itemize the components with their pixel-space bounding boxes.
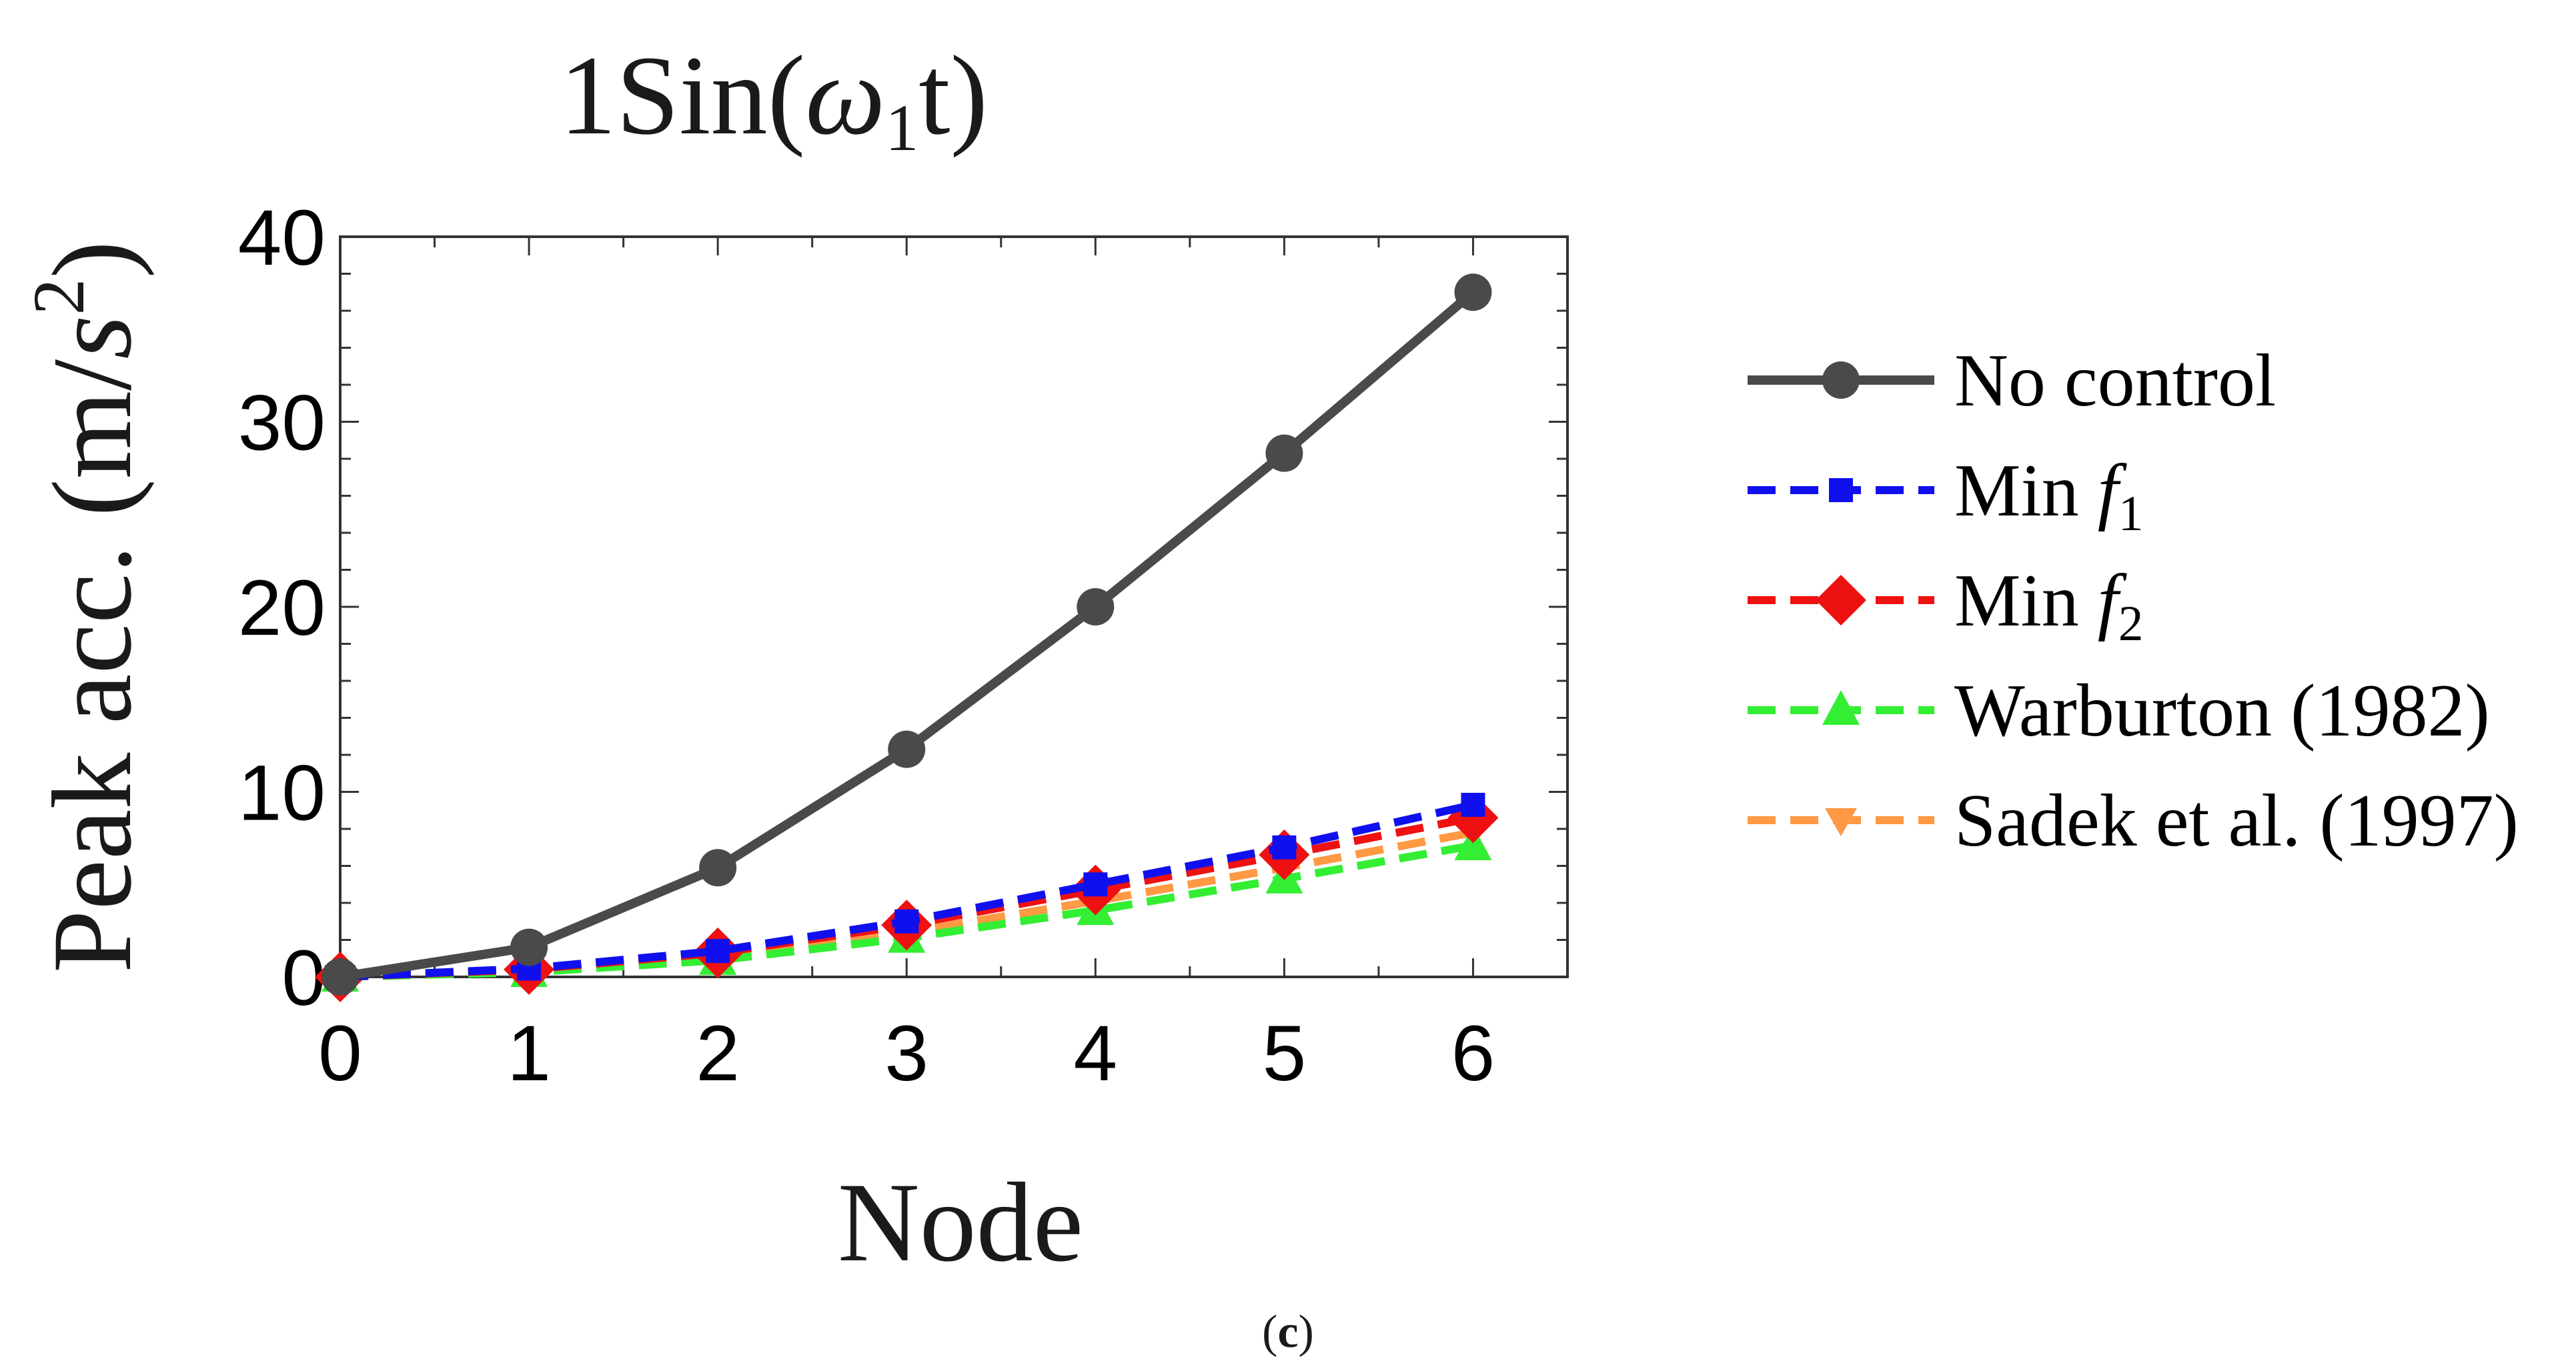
data-point bbox=[1272, 835, 1297, 860]
y-tick-label: 20 bbox=[238, 564, 326, 652]
y-tick-label: 30 bbox=[238, 379, 326, 467]
axis-ticks bbox=[339, 235, 1569, 978]
x-tick-label: 3 bbox=[884, 1010, 928, 1098]
x-tick-label: 4 bbox=[1073, 1010, 1117, 1098]
x-tick-label: 1 bbox=[507, 1010, 551, 1098]
legend-item: No control bbox=[1748, 339, 2276, 422]
legend-label: Warburton (1982) bbox=[1954, 669, 2490, 752]
x-tick-label: 6 bbox=[1451, 1010, 1495, 1098]
data-point bbox=[1454, 273, 1492, 311]
legend-item: Min f2 bbox=[1748, 559, 2143, 651]
legend-label: Min f1 bbox=[1954, 449, 2143, 541]
series-no-control bbox=[321, 273, 1492, 996]
legend-label: No control bbox=[1954, 339, 2276, 422]
legend-swatch-marker bbox=[1829, 478, 1853, 502]
data-point bbox=[1461, 792, 1485, 817]
x-tick-label: 2 bbox=[696, 1010, 740, 1098]
y-tick-label: 40 bbox=[238, 194, 326, 282]
legend-item: Min f1 bbox=[1748, 449, 2143, 541]
legend-item: Warburton (1982) bbox=[1748, 669, 2490, 752]
data-point bbox=[706, 939, 730, 964]
legend: No control Min f1 Min f2 Warburton (1982) Sa… bbox=[1748, 339, 2519, 862]
data-point bbox=[699, 849, 737, 887]
data-point bbox=[1083, 872, 1108, 897]
legend-swatch-marker bbox=[1825, 808, 1857, 836]
legend-swatch-marker bbox=[1816, 575, 1866, 625]
x-tick-label: 5 bbox=[1263, 1010, 1307, 1098]
legend-item: Sadek et al. (1997) bbox=[1748, 780, 2519, 862]
x-axis-label: Node bbox=[838, 1160, 1083, 1285]
data-point bbox=[888, 730, 926, 768]
legend-label: Min f2 bbox=[1954, 559, 2143, 651]
y-tick-label: 10 bbox=[238, 750, 326, 838]
legend-swatch-marker bbox=[1822, 361, 1860, 399]
data-point bbox=[1265, 434, 1303, 472]
series-layer bbox=[315, 273, 1499, 1002]
data-point bbox=[321, 958, 359, 996]
data-point bbox=[510, 928, 548, 966]
data-point bbox=[894, 909, 919, 934]
legend-label: Sadek et al. (1997) bbox=[1954, 780, 2519, 862]
y-axis-label: Peak acc. (m/s2) bbox=[18, 241, 155, 973]
figure-caption: (c) bbox=[1262, 1306, 1314, 1358]
legend-swatch-marker bbox=[1822, 690, 1860, 725]
x-tick-label: 0 bbox=[318, 1010, 362, 1098]
chart-title: 1Sin(ω1t) bbox=[560, 33, 988, 165]
plot-frame bbox=[339, 235, 1569, 978]
series-line bbox=[339, 288, 1477, 982]
data-point bbox=[1077, 588, 1115, 625]
